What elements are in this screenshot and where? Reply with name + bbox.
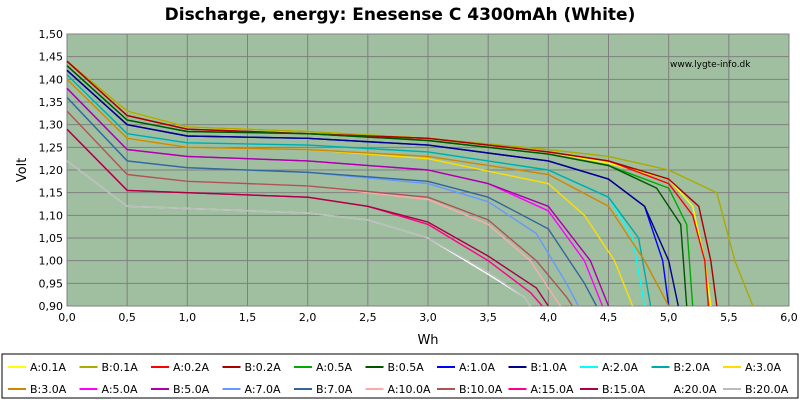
y-tick-label: 1,15 bbox=[39, 187, 64, 200]
y-tick-label: 1,25 bbox=[39, 141, 64, 154]
legend-item: B:3.0A bbox=[8, 383, 67, 396]
legend-label: B:0.5A bbox=[388, 361, 425, 374]
y-tick-label: 0,95 bbox=[39, 277, 64, 290]
legend-label: B:5.0A bbox=[173, 383, 210, 396]
x-tick-label: 5,0 bbox=[660, 311, 678, 324]
legend-label: B:3.0A bbox=[30, 383, 67, 396]
legend-item: A:0.1A bbox=[8, 361, 67, 374]
y-tick-label: 1,20 bbox=[39, 164, 64, 177]
legend-label: B:15.0A bbox=[602, 383, 646, 396]
legend-item: B:10.0A bbox=[437, 383, 503, 396]
y-tick-label: 1,35 bbox=[39, 96, 64, 109]
legend-label: B:10.0A bbox=[459, 383, 503, 396]
legend-item: A:15.0A bbox=[508, 383, 575, 396]
legend-label: A:0.2A bbox=[173, 361, 210, 374]
series-line bbox=[66, 60, 754, 307]
legend-item: B:15.0A bbox=[580, 383, 646, 396]
series-lines bbox=[66, 60, 754, 307]
legend-item: B:7.0A bbox=[294, 383, 353, 396]
legend-label: A:0.5A bbox=[316, 361, 353, 374]
legend-label: B:1.0A bbox=[531, 361, 568, 374]
legend-label: B:7.0A bbox=[316, 383, 353, 396]
x-tick-label: 4,5 bbox=[600, 311, 618, 324]
legend-item: B:1.0A bbox=[508, 361, 568, 374]
legend-label: A:3.0A bbox=[745, 361, 782, 374]
series-line bbox=[66, 160, 531, 307]
x-tick-label: 4,0 bbox=[540, 311, 558, 324]
series-line bbox=[66, 110, 573, 307]
series-line bbox=[66, 97, 598, 307]
legend-item: B:0.1A bbox=[79, 361, 139, 374]
series-line bbox=[66, 65, 688, 307]
y-tick-labels: 0,90 0,95 1,00 1,05 1,10 1,15 1,20 1,25 1,30 1,35… bbox=[39, 28, 64, 313]
series-line bbox=[66, 60, 718, 307]
series-line bbox=[66, 78, 670, 307]
watermark: www.lygte-info.dk bbox=[670, 60, 751, 70]
legend-label: A:1.0A bbox=[459, 361, 496, 374]
legend-label: B:0.1A bbox=[102, 361, 139, 374]
legend-label: A:2.0A bbox=[602, 361, 639, 374]
x-tick-label: 2,5 bbox=[359, 311, 377, 324]
legend-item: B:0.5A bbox=[365, 361, 425, 374]
legend-label: B:20.0A bbox=[745, 383, 789, 396]
legend-item: B:2.0A bbox=[651, 361, 711, 374]
y-tick-label: 1,10 bbox=[39, 209, 64, 222]
legend-label: A:20.0A bbox=[674, 383, 718, 396]
x-tick-label: 5,5 bbox=[720, 311, 738, 324]
legend-item: A:1.0A bbox=[437, 361, 496, 374]
legend-item: A:5.0A bbox=[79, 383, 139, 396]
legend-item: A:2.0A bbox=[580, 361, 639, 374]
legend-item: A:7.0A bbox=[222, 383, 282, 396]
x-tick-label: 2,0 bbox=[299, 311, 317, 324]
x-tick-label: 1,5 bbox=[239, 311, 257, 324]
series-line bbox=[66, 69, 679, 307]
legend-item: A:0.2A bbox=[151, 361, 210, 374]
series-line bbox=[66, 87, 610, 307]
x-tick-label: 3,5 bbox=[479, 311, 497, 324]
chart-title: Discharge, energy: Enesense C 4300mAh (W… bbox=[165, 5, 636, 25]
legend: A:0.1A B:0.1A A:0.2A B:0.2A A:0.5A B:0.5A A:1.… bbox=[8, 361, 789, 396]
y-tick-label: 1,40 bbox=[39, 73, 64, 86]
legend-label: A:0.1A bbox=[30, 361, 67, 374]
legend-label: B:2.0A bbox=[674, 361, 711, 374]
y-axis-label: Volt bbox=[15, 158, 30, 183]
legend-item: B:20.0A bbox=[723, 383, 789, 396]
y-tick-label: 1,45 bbox=[39, 51, 64, 64]
legend-label: A:7.0A bbox=[245, 383, 282, 396]
legend-label: A:15.0A bbox=[531, 383, 575, 396]
x-tick-label: 1,0 bbox=[179, 311, 197, 324]
x-tick-label: 3,0 bbox=[419, 311, 437, 324]
x-tick-label: 6,0 bbox=[780, 311, 798, 324]
legend-item: A:0.5A bbox=[294, 361, 353, 374]
y-tick-label: 1,30 bbox=[39, 119, 64, 132]
legend-box bbox=[1, 353, 799, 399]
x-tick-label: 0,5 bbox=[118, 311, 136, 324]
legend-item: A:20.0A bbox=[651, 383, 718, 396]
y-tick-label: 0,90 bbox=[39, 300, 64, 313]
legend-label: A:10.0A bbox=[388, 383, 432, 396]
legend-item: A:3.0A bbox=[723, 361, 782, 374]
legend-item: A:10.0A bbox=[365, 383, 432, 396]
series-line bbox=[66, 74, 652, 307]
x-tick-label: 0,0 bbox=[58, 311, 76, 324]
y-tick-label: 1,05 bbox=[39, 232, 64, 245]
y-tick-label: 1,50 bbox=[39, 28, 64, 41]
x-axis-label: Wh bbox=[417, 333, 438, 348]
legend-item: B:0.2A bbox=[222, 361, 282, 374]
x-tick-labels: 0,0 0,5 1,0 1,5 2,0 2,5 3,0 3,5 4,0 4,5 5,0 5,5 6,0 bbox=[58, 311, 798, 324]
series-line bbox=[66, 128, 549, 307]
y-tick-label: 1,00 bbox=[39, 255, 64, 268]
legend-label: B:0.2A bbox=[245, 361, 282, 374]
legend-label: A:5.0A bbox=[102, 383, 139, 396]
legend-item: B:5.0A bbox=[151, 383, 210, 396]
